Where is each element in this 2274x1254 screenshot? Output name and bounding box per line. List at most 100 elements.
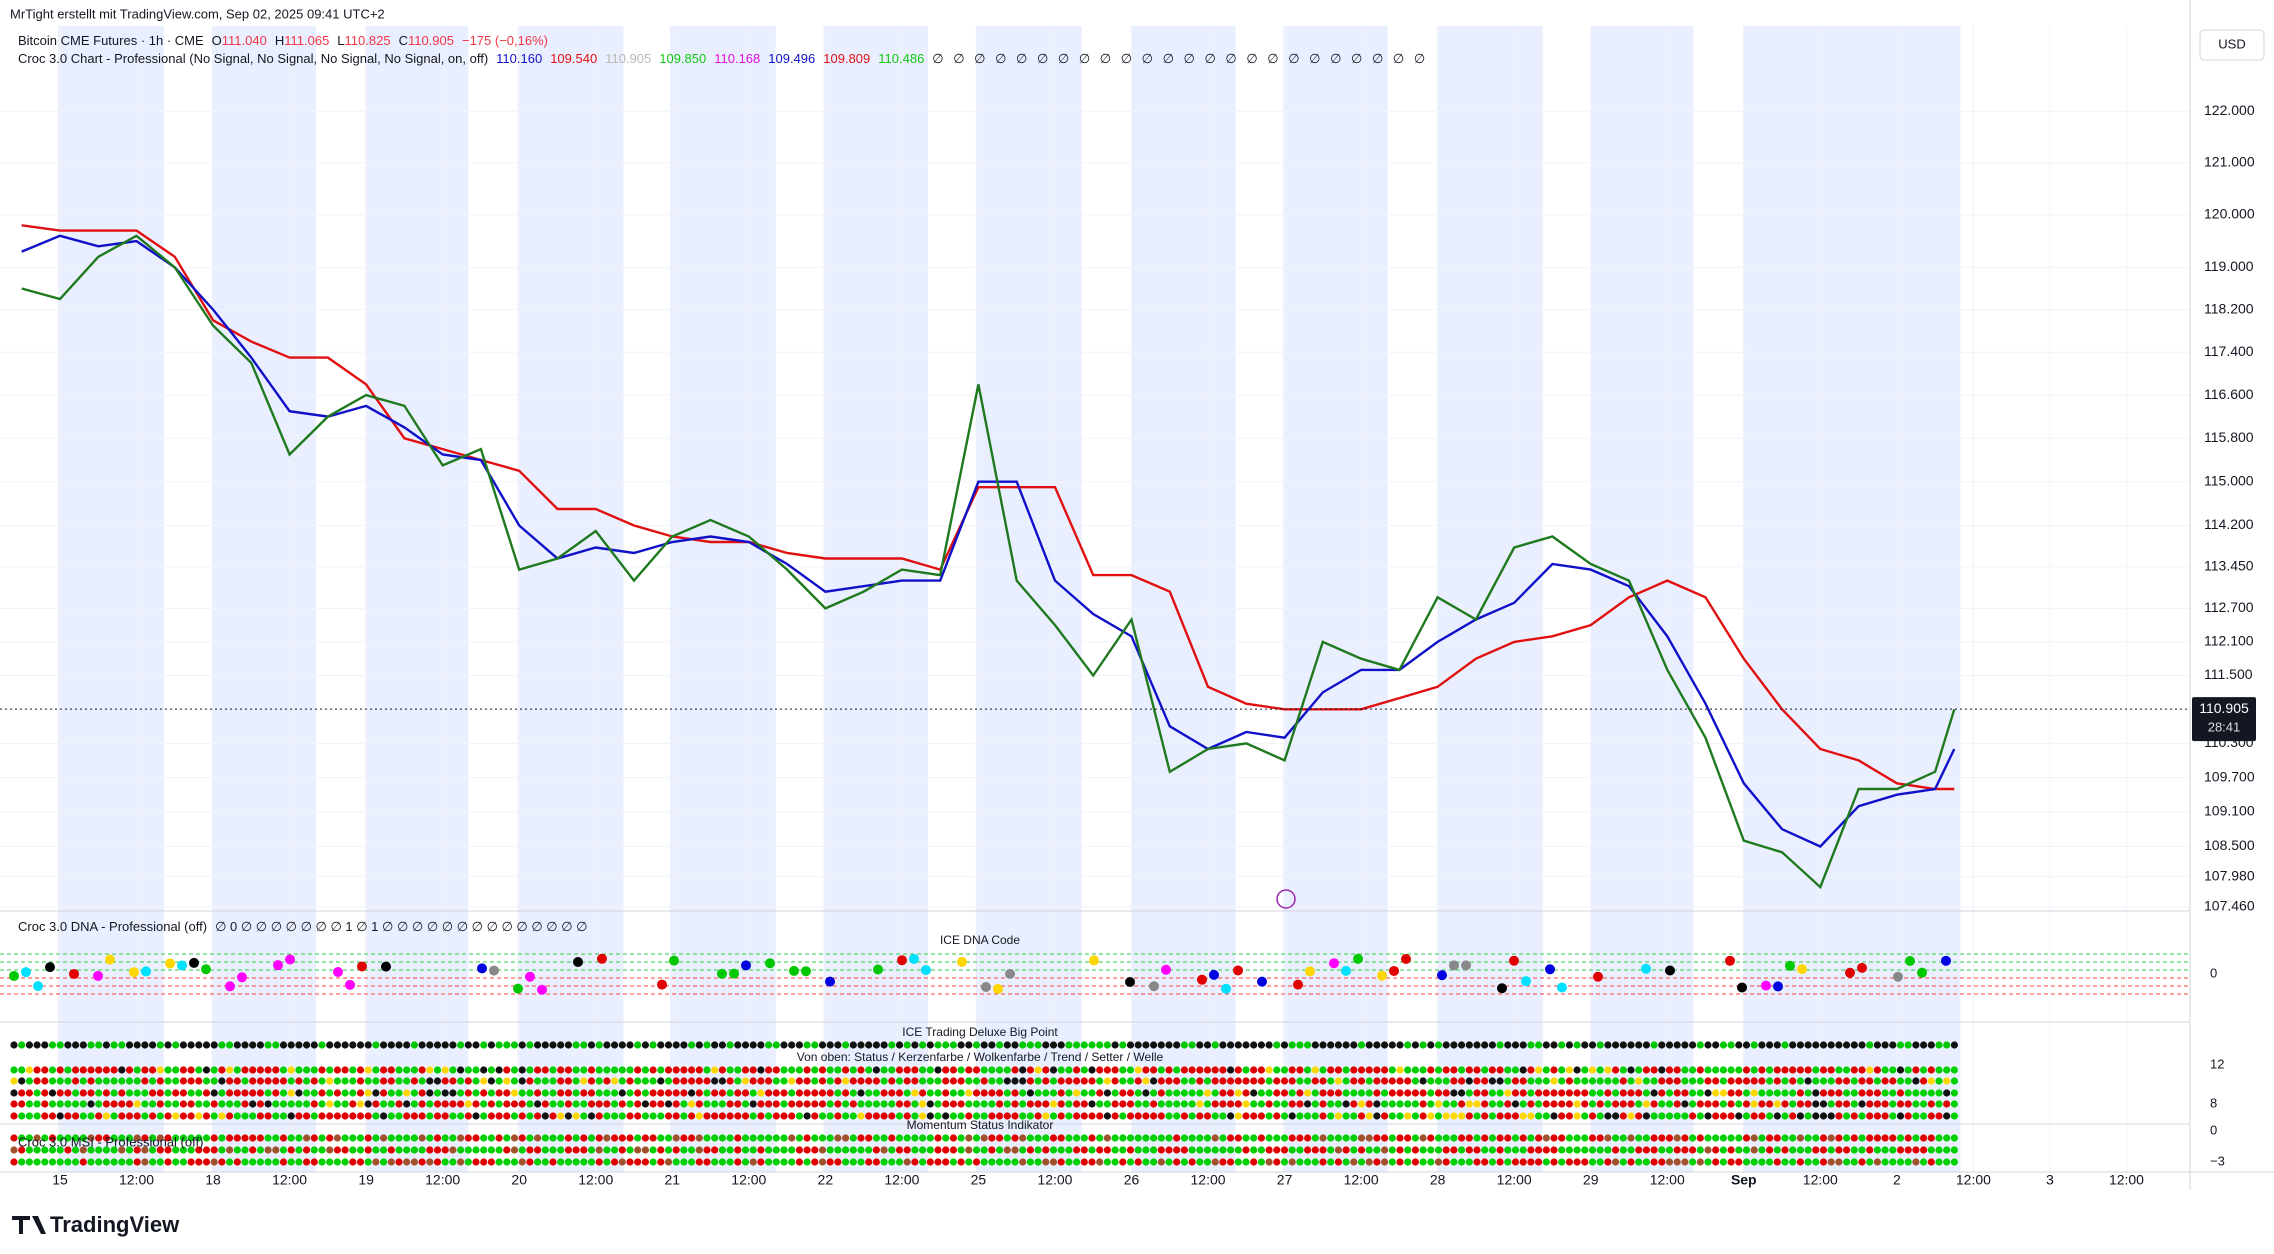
msi-dot — [48, 1158, 57, 1166]
bp-dot — [1866, 1089, 1874, 1097]
bp-dot — [1712, 1100, 1720, 1108]
msi-dot — [1627, 1146, 1635, 1154]
msi-dot — [780, 1158, 788, 1166]
msi-dot — [226, 1134, 234, 1142]
bp-dot — [387, 1089, 395, 1097]
msi-dot — [1496, 1134, 1504, 1142]
msi-dot — [333, 1158, 341, 1166]
bp-dot — [349, 1077, 357, 1085]
status-dot — [1442, 1041, 1450, 1049]
bp-dot — [880, 1112, 888, 1120]
bp-dot — [1935, 1077, 1943, 1085]
bp-dot — [1304, 1077, 1312, 1085]
msi-dot — [1073, 1134, 1081, 1142]
msi-dot — [557, 1134, 565, 1142]
bp-dot — [1473, 1066, 1481, 1074]
status-dot — [1912, 1041, 1920, 1049]
status-dot — [549, 1041, 557, 1049]
bp-dot — [795, 1089, 804, 1097]
bp-dot — [95, 1100, 103, 1108]
bp-dot — [664, 1112, 673, 1120]
bp-dot — [449, 1077, 457, 1085]
msi-dot — [79, 1158, 87, 1166]
status-dot — [1211, 1041, 1219, 1049]
msi-dot — [618, 1146, 626, 1154]
msi-dot — [1873, 1158, 1881, 1166]
currency[interactable]: USD — [2218, 36, 2245, 51]
dna-title: Croc 3.0 DNA - Professional (off) — [18, 919, 207, 934]
bp-dot — [1296, 1077, 1304, 1085]
msi-dot — [1427, 1146, 1435, 1154]
bp-dot — [1219, 1077, 1227, 1085]
bp-dot — [1257, 1089, 1265, 1097]
msi-dot — [1365, 1158, 1373, 1166]
currency-button[interactable] — [2199, 29, 2265, 61]
msi-dot — [341, 1158, 349, 1166]
bp-dot — [926, 1089, 934, 1097]
bp-dot — [1265, 1100, 1273, 1108]
bp-dot — [826, 1112, 834, 1120]
indicator-value: 110.905 — [605, 51, 651, 66]
msi-dot — [1396, 1158, 1404, 1166]
bp-dot — [333, 1100, 341, 1108]
status-dot — [495, 1041, 503, 1049]
bp-dot — [1473, 1089, 1481, 1097]
bp-dot — [1927, 1100, 1935, 1108]
bp-dot — [272, 1100, 280, 1108]
bp-dot — [1827, 1112, 1835, 1120]
bp-dot — [1103, 1100, 1111, 1108]
msi-dot — [1111, 1158, 1119, 1166]
msi-dot — [557, 1146, 565, 1154]
bp-dot — [1450, 1112, 1458, 1120]
status-dot — [872, 1041, 881, 1049]
bp-dot — [949, 1100, 958, 1108]
bp-dot — [472, 1112, 480, 1120]
bp-dot — [1288, 1066, 1296, 1074]
status-dot — [965, 1041, 973, 1049]
bp-dot — [1950, 1089, 1958, 1097]
msi-dot — [1796, 1134, 1804, 1142]
msi-dot — [1404, 1158, 1412, 1166]
bp-dot — [118, 1077, 126, 1085]
bp-dot — [457, 1077, 465, 1085]
msi-dot — [487, 1158, 495, 1166]
bp-dot — [1319, 1066, 1327, 1074]
bp-dot — [72, 1077, 80, 1085]
msi-dot — [911, 1134, 919, 1142]
bp-dot — [949, 1066, 958, 1074]
msi-dot — [1026, 1158, 1034, 1166]
bp-dot — [788, 1066, 796, 1074]
bp-dot — [72, 1112, 80, 1120]
dna-dot — [1509, 955, 1519, 966]
msi-dot — [79, 1146, 87, 1154]
msi-dot — [1011, 1158, 1019, 1166]
bp-dot — [741, 1077, 750, 1085]
msi-dot — [703, 1134, 711, 1142]
bp-dot — [272, 1112, 280, 1120]
status-dot — [903, 1041, 911, 1049]
status-dot — [695, 1041, 703, 1049]
event-icon[interactable] — [1276, 889, 1296, 909]
msi-dot — [449, 1158, 457, 1166]
bp-dot — [972, 1100, 981, 1108]
bp-dot — [557, 1112, 565, 1120]
msi-dot — [1180, 1134, 1188, 1142]
ohlc-part: L — [337, 33, 344, 48]
dna-dot — [1761, 980, 1771, 991]
status-dot — [857, 1041, 865, 1049]
bp-dot — [895, 1100, 904, 1108]
bp-dot — [580, 1112, 588, 1120]
bp-dot — [1334, 1077, 1342, 1085]
bp-dot — [1057, 1066, 1065, 1074]
msi-dot — [118, 1158, 126, 1166]
logo[interactable]: TradingView — [12, 1212, 180, 1237]
status-dot — [87, 1041, 95, 1049]
bp-dot — [1465, 1089, 1473, 1097]
bp-dot — [757, 1100, 765, 1108]
msi-dot — [1573, 1146, 1581, 1154]
bp-dot — [241, 1066, 249, 1074]
msi-dot — [1581, 1146, 1589, 1154]
bp-dot — [1280, 1066, 1289, 1074]
bp-dot — [1103, 1089, 1111, 1097]
status-dot — [949, 1041, 958, 1049]
